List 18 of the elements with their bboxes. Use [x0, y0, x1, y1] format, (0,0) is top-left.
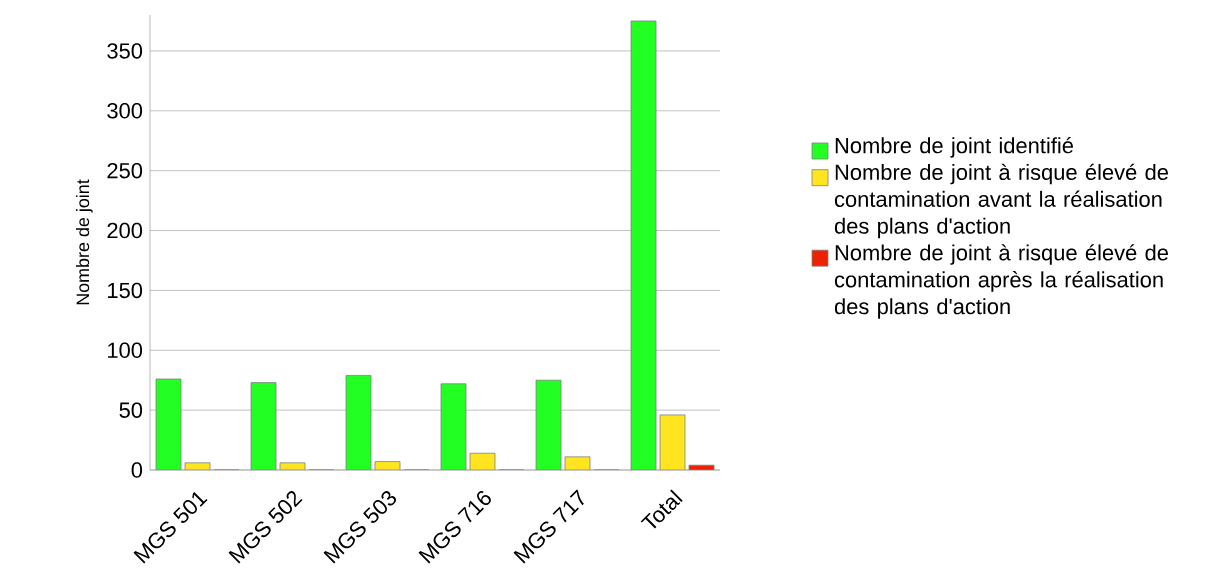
legend-label: Nombre de joint à risque élevé de contamination avant la réalisation des plans d'action: [834, 163, 1168, 239]
bar: [535, 379, 562, 470]
legend-label: Nombre de joint identifié: [835, 137, 1073, 158]
y-tick-label: 300: [107, 103, 143, 119]
y-tick-label: 350: [107, 43, 143, 59]
y-tick-label: 200: [107, 222, 143, 239]
bar: [440, 383, 467, 470]
y-tick-label: 150: [108, 282, 143, 299]
y-tick-label: 250: [107, 162, 143, 179]
y-tick-label: 50: [119, 402, 143, 418]
y-tick-label: 0: [131, 462, 143, 478]
legend-label: Nombre de joint à risque élevé de contamination après la réalisation des plans d'action: [834, 244, 1168, 319]
bar: [630, 20, 657, 470]
bar: [250, 382, 277, 470]
bar: [345, 375, 372, 470]
bar: [155, 378, 182, 470]
y-tick-label: 100: [108, 342, 143, 359]
y-axis-title: Nombre de joint: [75, 179, 93, 305]
